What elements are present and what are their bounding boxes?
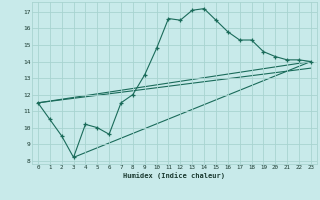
X-axis label: Humidex (Indice chaleur): Humidex (Indice chaleur)	[124, 172, 225, 179]
